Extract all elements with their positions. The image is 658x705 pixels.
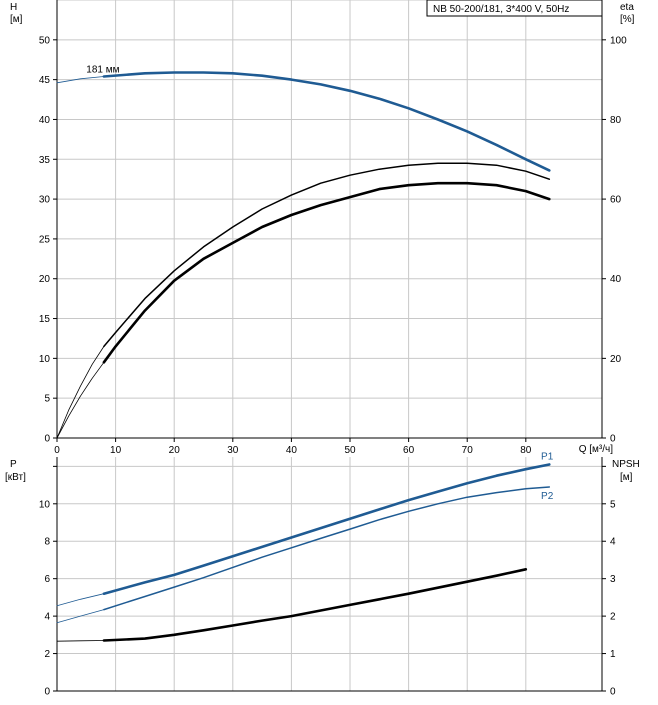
- curve-eta-lower: [102, 181, 551, 364]
- y-tick-label: 40: [39, 115, 51, 126]
- y-axis-unit: [м]: [10, 14, 23, 25]
- y-tick-label: 5: [44, 394, 50, 405]
- x-tick-label: 40: [286, 445, 298, 456]
- y-tick-label: 45: [39, 75, 51, 86]
- y2-axis-unit: [м]: [620, 472, 633, 483]
- y-tick-label: 50: [39, 35, 51, 46]
- y-tick-label: 0: [44, 687, 50, 698]
- x-tick-label: 10: [110, 445, 122, 456]
- curve-eta-upper-ext: [56, 346, 105, 439]
- y2-axis-label: NPSH: [612, 459, 640, 470]
- curve-head: [102, 71, 551, 172]
- y2-tick-label: 4: [610, 537, 616, 548]
- curve-p2: [103, 486, 551, 611]
- y-tick-label: 10: [39, 354, 51, 365]
- series-label-p1: P1: [541, 451, 554, 462]
- y2-tick-label: 40: [610, 274, 622, 285]
- x-tick-label: 60: [403, 445, 415, 456]
- y-tick-label: 35: [39, 155, 51, 166]
- curve-npsh-ext: [56, 640, 105, 642]
- x-axis-label: Q [м³/ч]: [579, 444, 614, 455]
- y-tick-label: 0: [44, 434, 50, 445]
- y-tick-label: 8: [44, 537, 50, 548]
- x-tick-label: 80: [520, 445, 532, 456]
- y2-axis-unit: [%]: [620, 14, 635, 25]
- y2-tick-label: 20: [610, 354, 622, 365]
- curve-p1: [102, 463, 551, 595]
- y2-tick-label: 60: [610, 195, 622, 206]
- y-axis-label: P: [10, 459, 17, 470]
- y2-tick-label: 1: [610, 649, 616, 660]
- chart-title: NB 50-200/181, 3*400 V, 50Hz: [433, 4, 569, 15]
- y-axis-label: H: [10, 2, 17, 13]
- y2-tick-label: 0: [610, 434, 616, 445]
- curve-p1-ext: [56, 593, 105, 607]
- curve-npsh: [102, 568, 528, 642]
- x-tick-label: 0: [54, 445, 60, 456]
- impeller-diameter-label: 181 мм: [86, 64, 119, 75]
- y2-tick-label: 80: [610, 115, 622, 126]
- x-tick-label: 20: [169, 445, 181, 456]
- y-axis-unit: [кВт]: [5, 472, 26, 483]
- curve-eta-upper: [103, 162, 551, 348]
- x-tick-label: 70: [462, 445, 474, 456]
- y-tick-label: 15: [39, 314, 51, 325]
- y2-tick-label: 2: [610, 612, 616, 623]
- curve-eta-lower-ext: [56, 361, 105, 439]
- x-tick-label: 30: [227, 445, 239, 456]
- y-tick-label: 6: [44, 574, 50, 585]
- y2-tick-label: 0: [610, 687, 616, 698]
- y-tick-label: 20: [39, 274, 51, 285]
- y2-tick-label: 100: [610, 35, 627, 46]
- y-tick-label: 10: [39, 499, 51, 510]
- series-label-p2: P2: [541, 491, 554, 502]
- y-tick-label: 25: [39, 234, 51, 245]
- y2-axis-label: eta: [620, 2, 634, 13]
- curve-head-ext: [56, 76, 105, 84]
- y-tick-label: 30: [39, 195, 51, 206]
- x-tick-label: 50: [344, 445, 356, 456]
- title-box: [426, 0, 603, 17]
- y-tick-label: 4: [44, 612, 50, 623]
- y2-tick-label: 5: [610, 499, 616, 510]
- y2-tick-label: 3: [610, 574, 616, 585]
- curve-p2-ext: [56, 609, 105, 624]
- y-tick-label: 2: [44, 649, 50, 660]
